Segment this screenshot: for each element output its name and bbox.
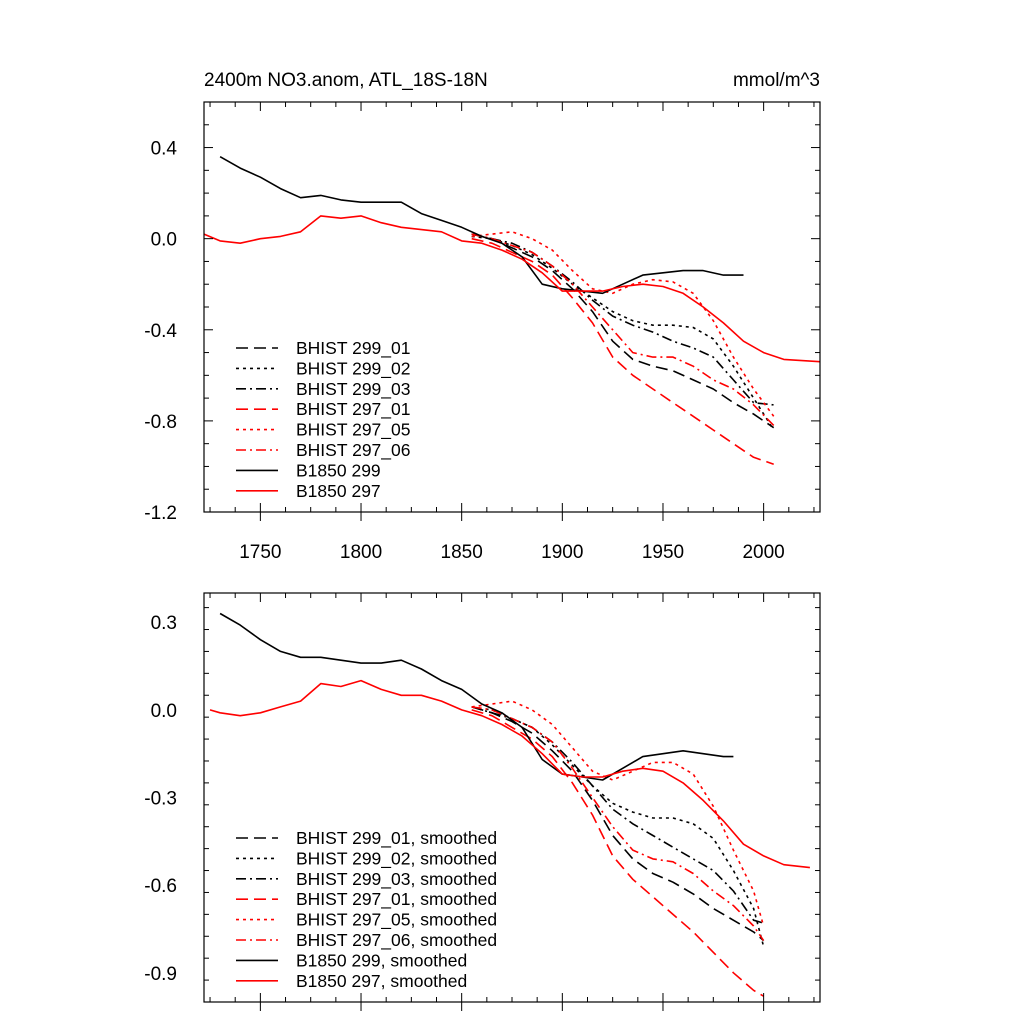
panel2-series-line-8 (209, 679, 810, 869)
panel1-xtick-label: 1800 (340, 542, 382, 563)
panel1-ytick-label: -0.4 (144, 321, 177, 342)
panel2-legend-label-4: BHIST 297_01, smoothed (296, 889, 497, 910)
panel1-legend-label-2: BHIST 299_02 (296, 358, 410, 379)
panel1-series-line-4 (471, 237, 774, 465)
panel2-legend-label-5: BHIST 297_05, smoothed (296, 910, 497, 931)
panel2-series-line-4 (471, 709, 765, 997)
panel1-series-line-2 (471, 235, 775, 431)
panel2-series-line-5 (471, 700, 765, 927)
panel1-xtick-label: 1950 (642, 542, 684, 563)
panel2-legend-label-3: BHIST 299_03, smoothed (296, 869, 497, 890)
panel2-legend-label-7: B1850 299, smoothed (296, 950, 467, 970)
panel1-series-line-1 (471, 233, 775, 429)
panel1-legend-label-1: BHIST 299_01 (296, 338, 410, 359)
panel1-xtick-label: 1850 (441, 542, 483, 563)
panel2-series-line-2 (471, 706, 765, 947)
panel1-xtick-label: 1900 (541, 542, 583, 563)
panel1-legend-label-6: BHIST 297_06 (296, 440, 410, 461)
panel2-series-line-1 (471, 706, 765, 942)
panel1-ytick-label: -0.8 (144, 412, 177, 433)
panel2-ytick-label: 0.0 (151, 701, 177, 722)
panel2-series-line-6 (471, 706, 765, 942)
panel1-legend-label-4: BHIST 297_01 (296, 399, 410, 420)
panel2-series-line-3 (471, 706, 764, 924)
panel1-legend-label-8: B1850 297 (296, 481, 381, 501)
panel1-legend-label-5: BHIST 297_05 (296, 420, 410, 441)
panel1-title: 2400m NO3.anom, ATL_18S-18N (204, 70, 488, 91)
panel1-legend-label-3: BHIST 299_03 (296, 379, 410, 400)
panel1-series-line-6 (471, 233, 775, 426)
panel1-legend-label-7: B1850 299 (296, 460, 381, 480)
panel2-legend-label-6: BHIST 297_06, smoothed (296, 930, 497, 951)
panel1-series-line-8 (203, 215, 821, 363)
panel1-series-line-5 (471, 231, 775, 417)
panel1-ytick-label: 0.0 (151, 230, 177, 251)
panel2-ytick-label: -0.9 (144, 964, 177, 985)
panel2-legend-label-8: B1850 297, smoothed (296, 971, 467, 991)
panel1-units: mmol/m^3 (733, 70, 820, 91)
panel2-ytick-label: -0.6 (144, 876, 177, 897)
panel1-xtick-label: 2000 (742, 542, 784, 563)
panel2-ytick-label: -0.3 (144, 789, 177, 810)
panel1-series-line-3 (471, 233, 774, 406)
panel1-ytick-label: 0.4 (151, 139, 178, 160)
panel2-legend-label-1: BHIST 299_01, smoothed (296, 828, 497, 849)
panel2-series-line-7 (219, 612, 734, 781)
panel2-legend-label-2: BHIST 299_02, smoothed (296, 848, 497, 869)
panel1-xtick-label: 1750 (239, 542, 281, 563)
panel1-ytick-label: -1.2 (144, 503, 177, 524)
panel1-series-line-7 (219, 156, 744, 295)
panel2-ytick-label: 0.3 (151, 613, 177, 634)
